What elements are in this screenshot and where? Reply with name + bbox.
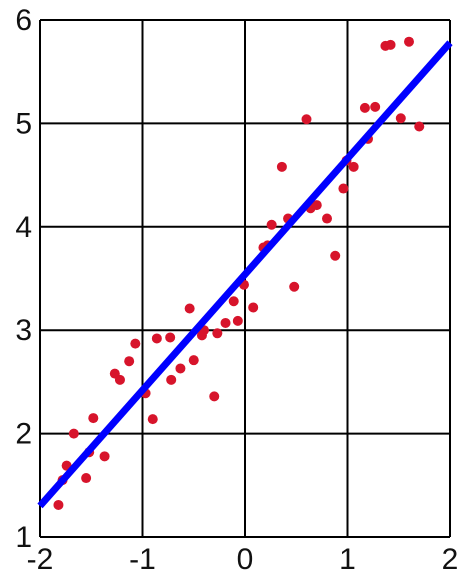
data-point-32	[276, 161, 287, 172]
data-point-39	[330, 250, 341, 261]
data-point-24	[220, 317, 231, 328]
data-point-26	[232, 315, 243, 326]
data-point-45	[370, 101, 381, 112]
data-point-7	[99, 451, 110, 462]
x-tick-label-1: -1	[129, 543, 156, 575]
data-points	[53, 36, 425, 510]
data-point-49	[404, 36, 414, 47]
x-tick-label-2: 0	[237, 543, 254, 575]
data-point-42	[348, 161, 359, 172]
x-tick-labels: -2 -1 0 1 2	[27, 543, 459, 575]
data-point-0	[53, 499, 64, 510]
data-point-34	[289, 281, 300, 292]
regression-line	[37, 40, 453, 509]
data-point-14	[151, 333, 162, 344]
data-point-3	[68, 428, 79, 439]
data-point-38	[322, 213, 332, 224]
x-tick-label-4: 2	[442, 543, 459, 575]
data-point-18	[184, 303, 195, 314]
data-point-28	[248, 302, 259, 313]
data-point-22	[209, 391, 220, 402]
regression-line-group	[37, 40, 453, 509]
y-tick-labels: 1 2 3 4 5 6	[15, 4, 32, 554]
data-point-47	[385, 39, 396, 50]
data-point-25	[228, 296, 239, 307]
data-point-48	[395, 113, 406, 124]
data-point-13	[147, 414, 158, 425]
data-point-15	[165, 332, 176, 343]
data-point-43	[359, 102, 370, 113]
data-point-35	[301, 114, 312, 125]
data-point-19	[188, 355, 199, 366]
data-point-23	[212, 328, 223, 339]
data-point-17	[175, 363, 186, 374]
y-tick-label-1: 2	[15, 418, 32, 451]
data-point-4	[81, 473, 92, 484]
data-point-31	[266, 219, 277, 230]
y-tick-label-0: 1	[15, 521, 32, 554]
data-point-11	[130, 338, 141, 349]
x-tick-label-0: -2	[27, 543, 54, 575]
y-tick-label-2: 3	[15, 314, 32, 347]
data-point-9	[114, 374, 125, 385]
data-point-37	[311, 200, 322, 211]
x-tick-label-3: 1	[339, 543, 356, 575]
data-point-40	[338, 183, 349, 194]
y-tick-label-5: 6	[15, 4, 32, 37]
data-point-6	[88, 413, 99, 424]
data-point-50	[414, 121, 425, 132]
data-point-10	[124, 356, 135, 367]
y-tick-label-4: 5	[15, 107, 32, 140]
y-tick-label-3: 4	[15, 211, 32, 244]
data-point-16	[166, 374, 177, 385]
